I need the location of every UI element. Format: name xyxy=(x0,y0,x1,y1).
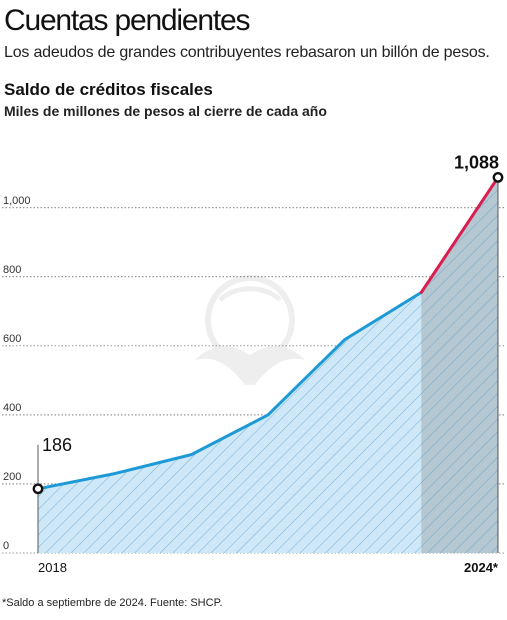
chart-subtitle: Miles de millones de pesos al cierre de … xyxy=(4,103,327,119)
deck: Los adeudos de grandes contribuyentes re… xyxy=(4,44,490,61)
y-tick-label: 0 xyxy=(3,540,9,552)
data-label: 186 xyxy=(42,435,72,455)
chart-title: Saldo de créditos fiscales xyxy=(4,80,213,99)
y-tick-label: 600 xyxy=(3,333,21,345)
data-point-marker xyxy=(32,483,44,495)
data-label: 1,088 xyxy=(454,152,499,172)
series-line xyxy=(37,291,423,491)
y-tick-label: 800 xyxy=(3,264,21,276)
y-tick-label: 400 xyxy=(3,402,21,414)
x-tick-label: 2024* xyxy=(464,560,499,575)
y-tick-label: 200 xyxy=(3,471,21,483)
headline: Cuentas pendientes xyxy=(4,4,250,37)
highlight-line xyxy=(419,175,500,294)
data-point-marker xyxy=(492,172,504,183)
area-hatch xyxy=(38,177,498,553)
eagle-seal-watermark xyxy=(195,275,305,385)
footnote: *Saldo a septiembre de 2024. Fuente: SHC… xyxy=(2,597,223,609)
x-tick-label: 2018 xyxy=(38,560,67,575)
y-tick-label: 1,000 xyxy=(3,195,31,207)
